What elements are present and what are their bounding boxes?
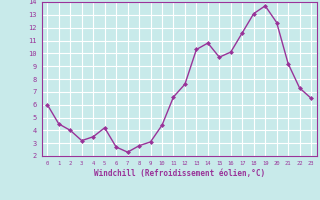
X-axis label: Windchill (Refroidissement éolien,°C): Windchill (Refroidissement éolien,°C) (94, 169, 265, 178)
